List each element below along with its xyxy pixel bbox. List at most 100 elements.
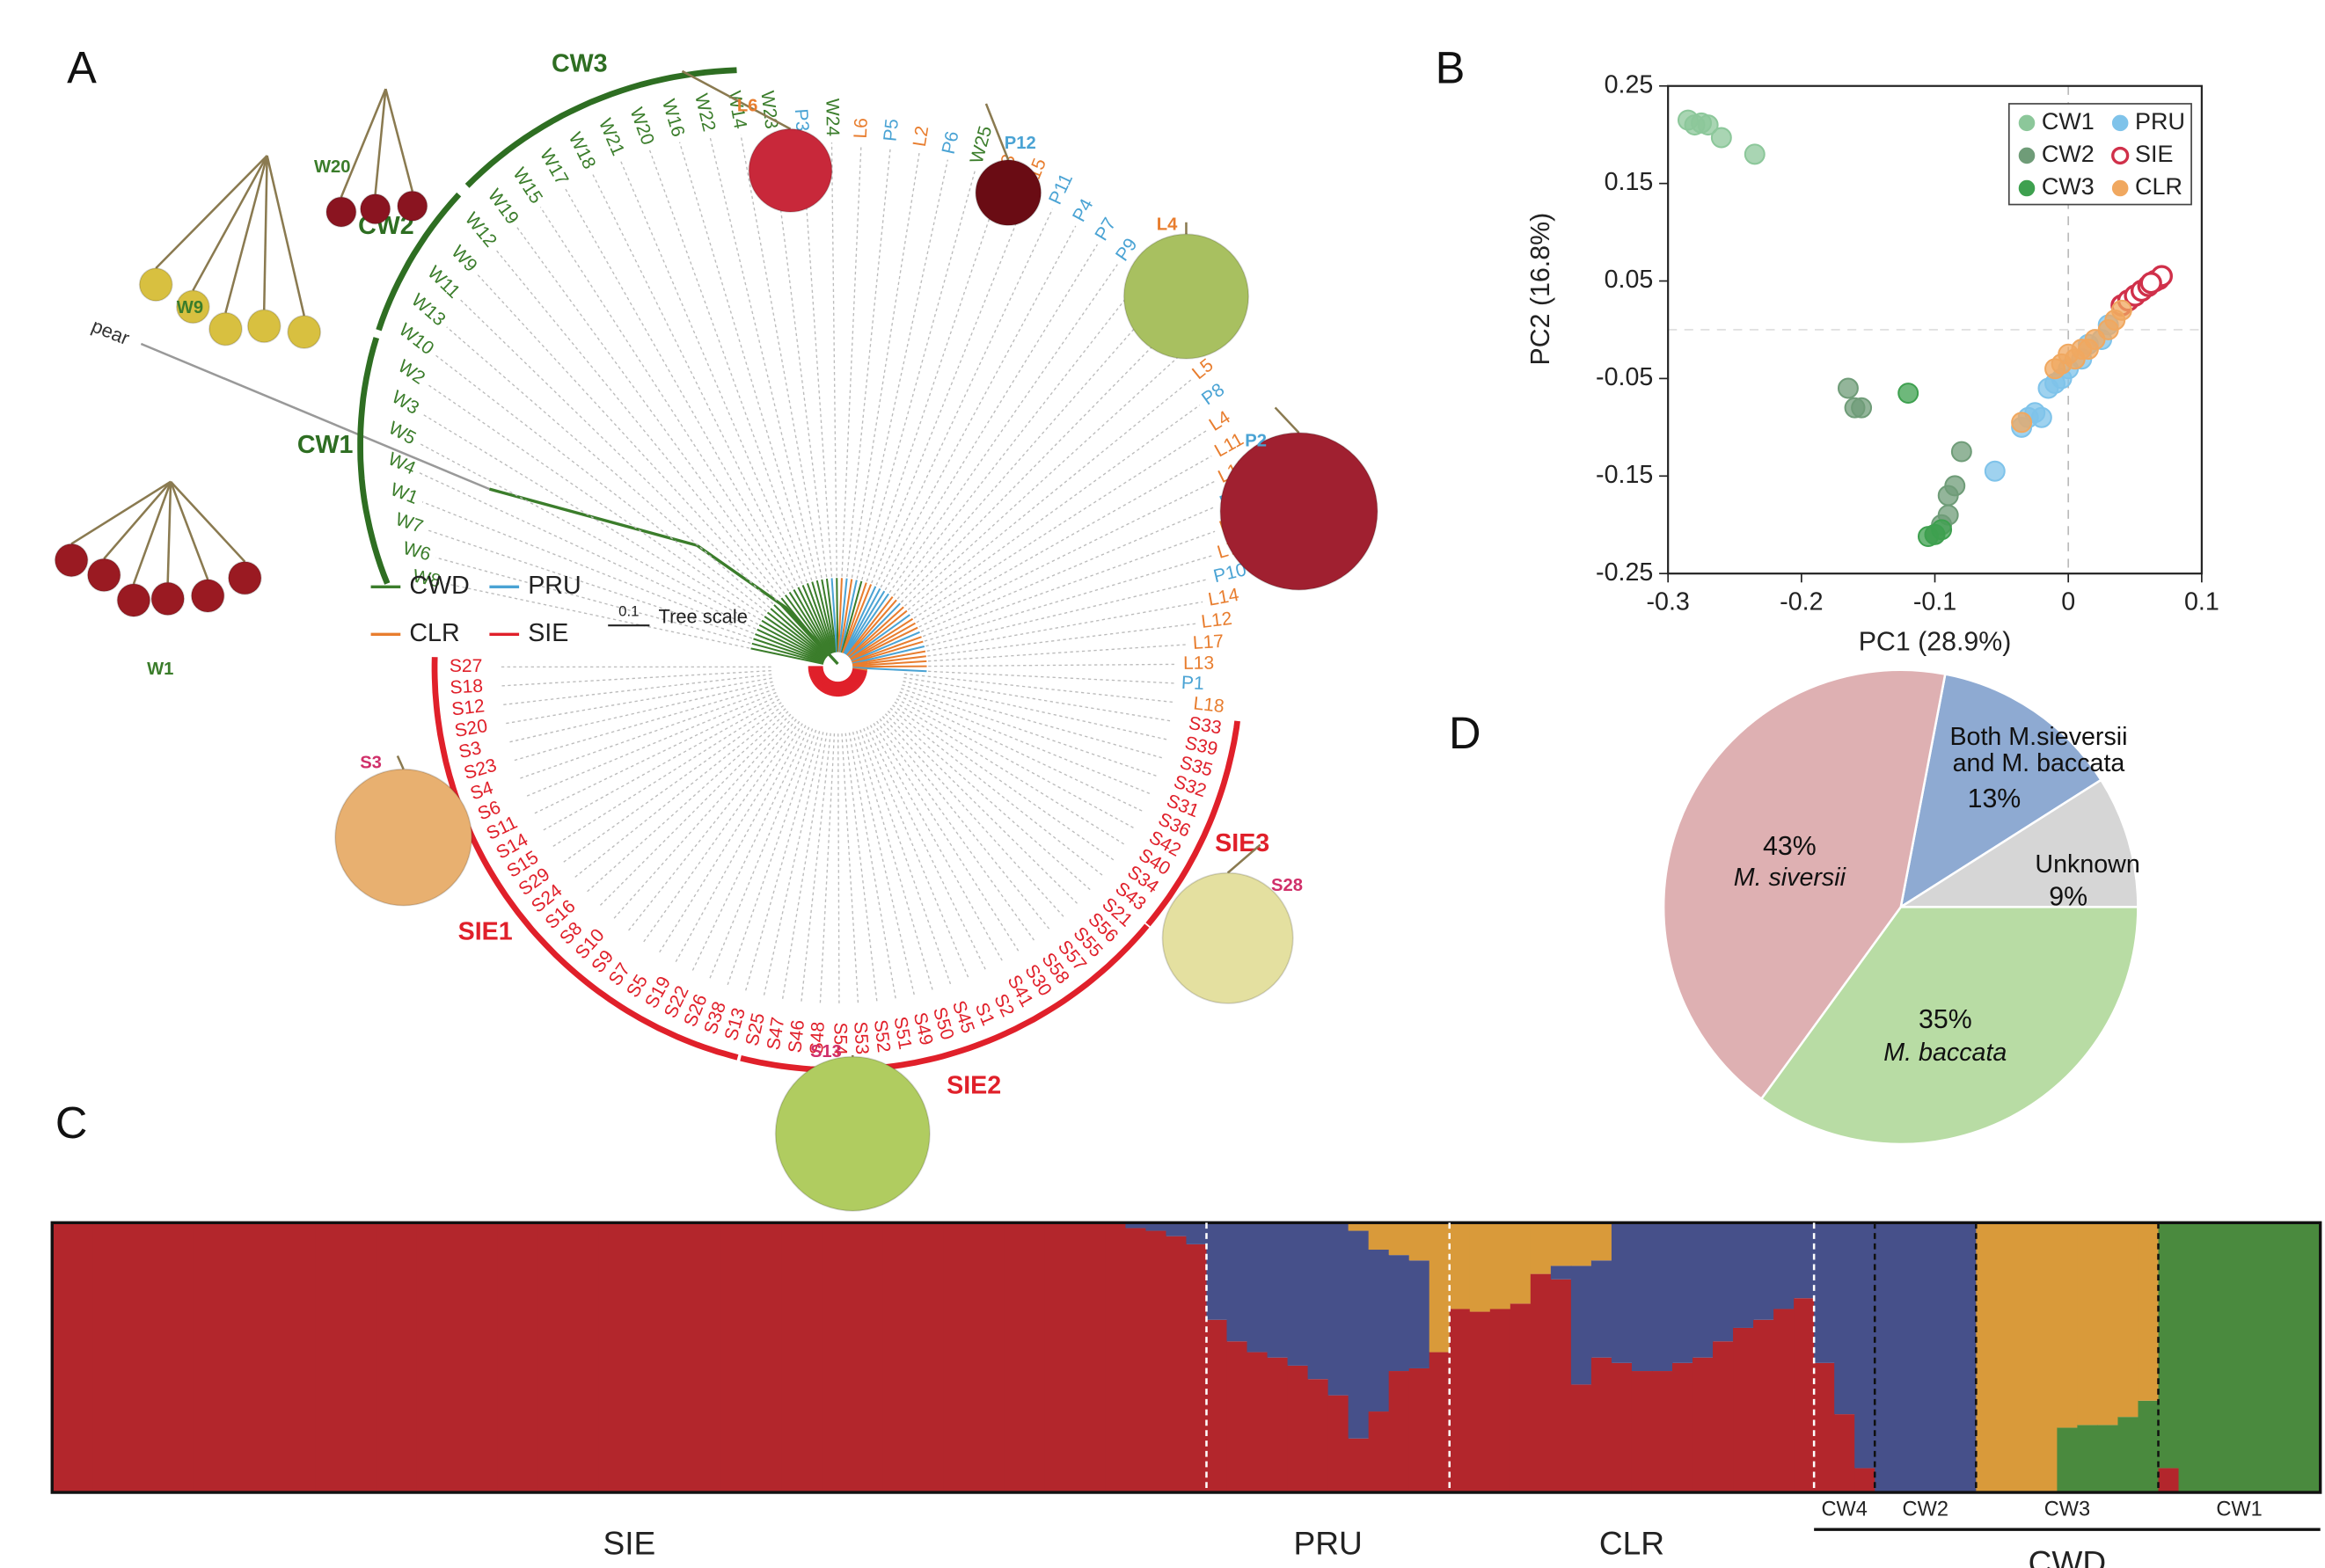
- bar-segment: [1268, 1358, 1289, 1492]
- fruit: [192, 580, 224, 612]
- bar-segment: [1125, 1228, 1146, 1492]
- legend-label: SIE: [2135, 141, 2173, 167]
- bar-segment: [943, 1222, 964, 1492]
- fruit: [1220, 433, 1378, 590]
- bar-segment: [296, 1222, 317, 1492]
- bar-segment: [1773, 1309, 1795, 1492]
- bar-segment: [1591, 1358, 1612, 1492]
- bar-segment: [1369, 1411, 1390, 1492]
- leaf-label: L17: [1192, 631, 1225, 653]
- bar-segment: [2199, 1222, 2220, 1492]
- x-tick-label: -0.3: [1647, 587, 1690, 616]
- legend-label: CW2: [2042, 141, 2095, 167]
- bar-segment: [1733, 1222, 1754, 1328]
- bar-segment: [1206, 1222, 1227, 1319]
- bar-segment: [1004, 1222, 1025, 1492]
- bar-segment: [2138, 1222, 2159, 1400]
- bar-segment: [1288, 1366, 1309, 1492]
- photo-label: W1: [147, 660, 173, 679]
- leaf-label: L18: [1193, 693, 1225, 717]
- bar-segment: [619, 1222, 640, 1492]
- legend-label: CLR: [409, 619, 459, 647]
- bar-segment: [1571, 1265, 1592, 1384]
- bar-segment: [498, 1222, 519, 1492]
- scale-label: Tree scale: [659, 606, 748, 628]
- legend-label: SIE: [528, 619, 568, 647]
- bar-segment: [1976, 1222, 1997, 1492]
- legend-marker: [2020, 181, 2035, 196]
- bar-segment: [234, 1222, 255, 1492]
- point: [2032, 408, 2051, 427]
- y-tick-label: -0.25: [1596, 558, 1653, 587]
- bar-segment: [173, 1222, 194, 1492]
- bar-segment: [52, 1222, 73, 1492]
- group-label: CW4: [1821, 1498, 1867, 1521]
- slice-label: M. siversii: [1734, 864, 1846, 892]
- bar-segment: [1510, 1303, 1532, 1492]
- bar-segment: [1268, 1222, 1289, 1357]
- bar-segment: [478, 1222, 499, 1492]
- leaf-label: S12: [450, 696, 486, 719]
- tree-branch-colored: [808, 667, 823, 668]
- fruit: [288, 316, 320, 348]
- fruit: [151, 582, 184, 615]
- photo-label: S3: [360, 753, 382, 772]
- bar-segment: [1814, 1363, 1835, 1492]
- x-tick-label: 0.1: [2184, 587, 2219, 616]
- bar-segment: [1996, 1222, 2017, 1492]
- bar-segment: [2280, 1222, 2301, 1492]
- x-tick-label: -0.1: [1913, 587, 1956, 616]
- bar-segment: [1531, 1222, 1552, 1273]
- slice-value: 9%: [2049, 882, 2087, 911]
- bar-segment: [700, 1222, 721, 1492]
- bar-segment: [1186, 1222, 1207, 1244]
- point: [2112, 301, 2131, 320]
- bar-segment: [92, 1222, 113, 1492]
- bar-segment: [1044, 1222, 1065, 1492]
- fruit: [209, 313, 242, 346]
- bar-segment: [1166, 1236, 1187, 1492]
- bar-segment: [1956, 1222, 1977, 1492]
- bar-segment: [1854, 1468, 1875, 1492]
- bar-segment: [1875, 1222, 1896, 1492]
- bar-segment: [2159, 1468, 2180, 1492]
- page: ApearW8W6W7W1W4W5W3W2W10W13W11W9W12W19W1…: [0, 0, 2325, 1568]
- x-axis-label: PC1 (28.9%): [1859, 627, 2012, 656]
- leaf-label: L6: [851, 118, 872, 139]
- bar-segment: [579, 1222, 600, 1492]
- point: [1952, 442, 1971, 462]
- point: [1745, 144, 1765, 164]
- photo-label: S13: [810, 1042, 842, 1061]
- bar-segment: [2057, 1427, 2078, 1492]
- bar-segment: [2138, 1401, 2159, 1492]
- legend-label: CW1: [2042, 108, 2095, 135]
- bar-segment: [1429, 1353, 1451, 1492]
- bar-segment: [1652, 1222, 1673, 1371]
- bar-segment: [983, 1222, 1005, 1492]
- point: [1898, 383, 1918, 403]
- bar-segment: [2016, 1222, 2037, 1492]
- bar-segment: [1369, 1250, 1390, 1411]
- bar-segment: [1652, 1371, 1673, 1492]
- bar-segment: [660, 1222, 681, 1492]
- bar-segment: [1409, 1368, 1430, 1492]
- slice-value: 13%: [1968, 784, 2022, 813]
- bar-segment: [133, 1222, 154, 1492]
- leaf-label: L12: [1200, 609, 1233, 632]
- bar-segment: [457, 1222, 479, 1492]
- fruit: [248, 310, 281, 342]
- bar-segment: [1470, 1312, 1491, 1493]
- bar-segment: [1206, 1320, 1227, 1492]
- bar-segment: [1733, 1328, 1754, 1492]
- bar-segment: [599, 1222, 620, 1492]
- bar-segment: [1409, 1222, 1430, 1260]
- leaf-label: S53: [850, 1021, 872, 1055]
- bar-segment: [1753, 1222, 1774, 1319]
- point: [2141, 273, 2160, 293]
- bar-segment: [680, 1222, 701, 1492]
- bar-segment: [1510, 1222, 1532, 1303]
- point: [2012, 412, 2031, 432]
- bar-segment: [1105, 1222, 1126, 1492]
- bar-segment: [1186, 1244, 1207, 1492]
- legend-marker: [2020, 149, 2035, 164]
